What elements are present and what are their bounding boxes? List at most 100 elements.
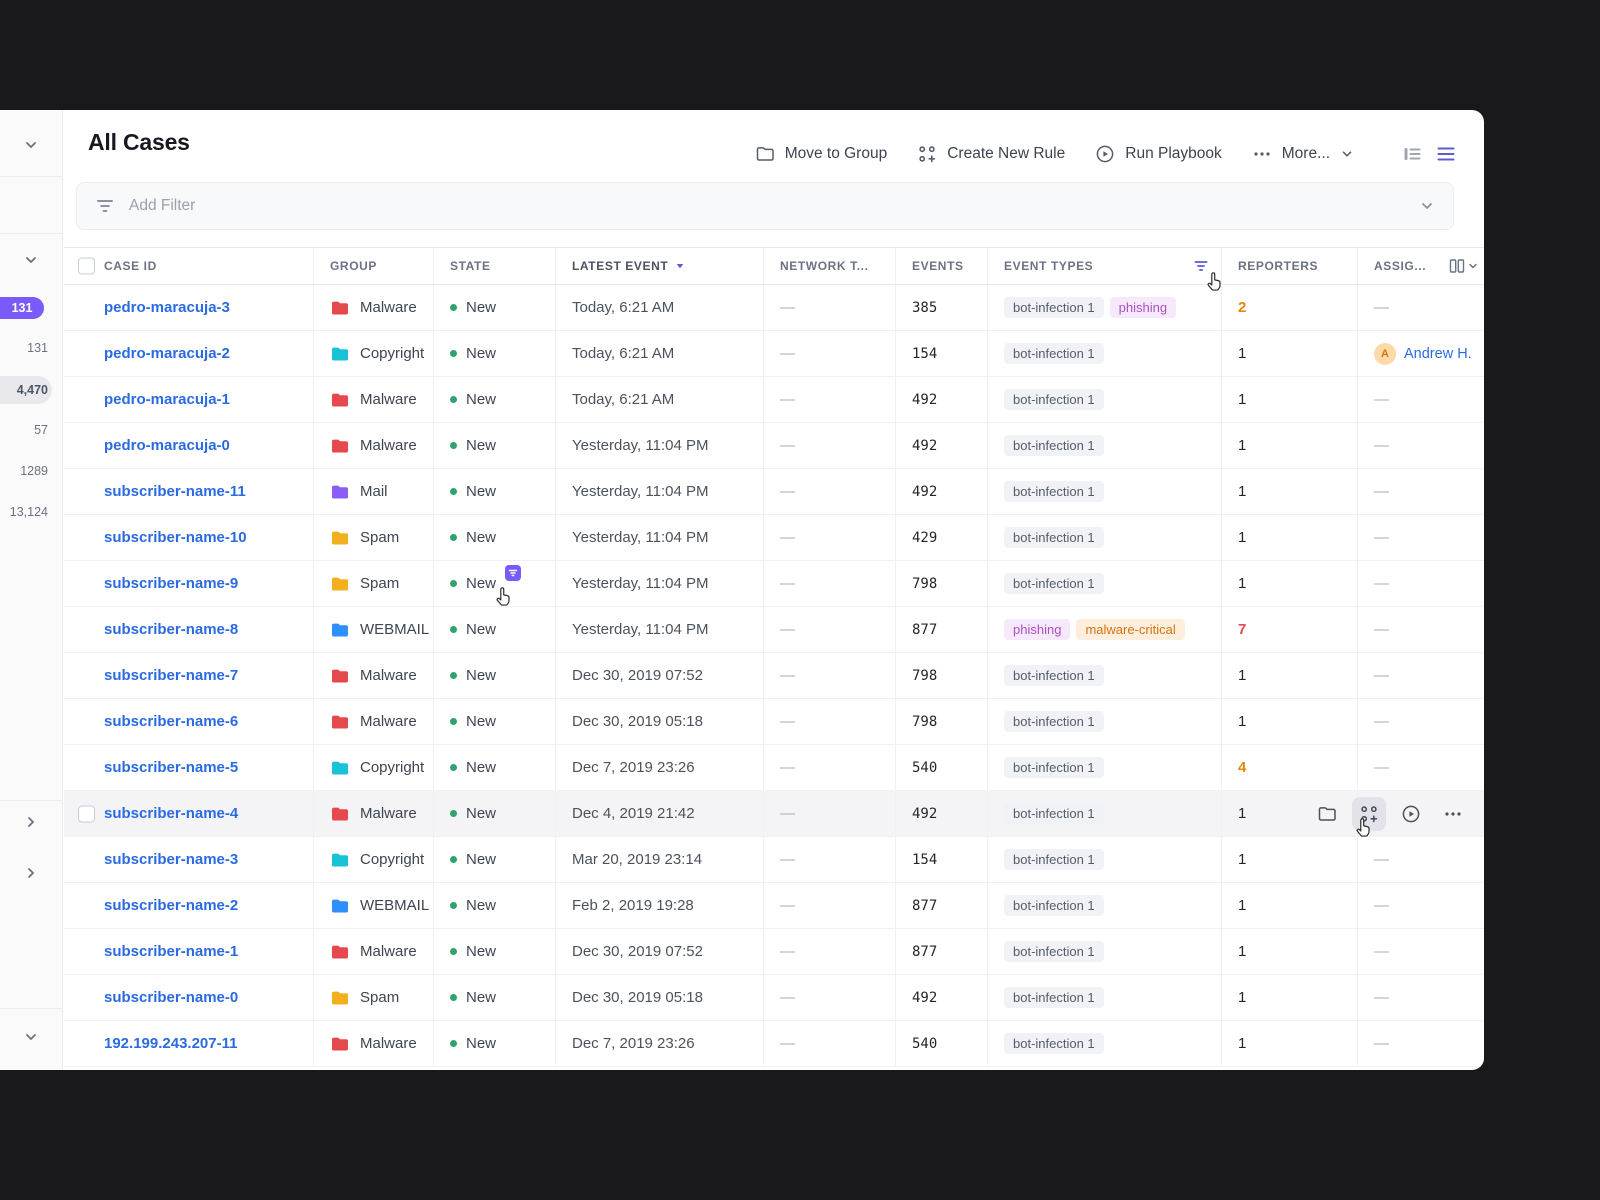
column-header-event-types[interactable]: EVENT TYPES xyxy=(988,248,1222,284)
state-dot xyxy=(450,856,457,863)
case-id-link[interactable]: pedro-maracuja-3 xyxy=(104,299,230,316)
table-row[interactable]: subscriber-name-9 Spam New Yesterday, 11… xyxy=(64,561,1484,607)
chevron-down-icon[interactable] xyxy=(23,137,39,153)
table-row[interactable]: pedro-maracuja-0 Malware New Yesterday, … xyxy=(64,423,1484,469)
sidebar-count[interactable]: 1289 xyxy=(20,464,48,478)
case-id-link[interactable]: subscriber-name-10 xyxy=(104,529,247,546)
case-id-link[interactable]: pedro-maracuja-1 xyxy=(104,391,230,408)
filter-placeholder: Add Filter xyxy=(129,197,196,214)
list-view-button[interactable] xyxy=(1436,144,1456,164)
state-label: New xyxy=(466,713,497,730)
filter-bar[interactable]: Add Filter xyxy=(76,182,1454,230)
table-row[interactable]: subscriber-name-2 WEBMAIL New Feb 2, 201… xyxy=(64,883,1484,929)
column-settings-icon[interactable] xyxy=(1448,257,1478,275)
state-dot xyxy=(450,626,457,633)
reporters-count: 1 xyxy=(1238,345,1247,362)
table-row[interactable]: pedro-maracuja-3 Malware New Today, 6:21… xyxy=(64,285,1484,331)
latest-event: Feb 2, 2019 19:28 xyxy=(572,897,694,914)
more-button[interactable]: More... xyxy=(1252,144,1354,164)
case-id-link[interactable]: subscriber-name-4 xyxy=(104,805,239,822)
case-id-link[interactable]: subscriber-name-5 xyxy=(104,759,239,776)
sidebar-count-badge[interactable]: 131 xyxy=(0,297,44,319)
event-type-chip: bot-infection 1 xyxy=(1004,1033,1104,1054)
network-type: — xyxy=(780,437,795,454)
events-count: 492 xyxy=(912,483,938,500)
table-row[interactable]: subscriber-name-7 Malware New Dec 30, 20… xyxy=(64,653,1484,699)
case-id-link[interactable]: pedro-maracuja-2 xyxy=(104,345,230,362)
table-row[interactable]: subscriber-name-6 Malware New Dec 30, 20… xyxy=(64,699,1484,745)
reporters-count: 1 xyxy=(1238,483,1247,500)
list-detail-view-button[interactable] xyxy=(1402,144,1422,164)
network-type: — xyxy=(780,897,795,914)
move-to-group-button[interactable]: Move to Group xyxy=(755,144,887,164)
case-id-link[interactable]: subscriber-name-1 xyxy=(104,943,239,960)
case-id-link[interactable]: subscriber-name-7 xyxy=(104,667,239,684)
more-label: More... xyxy=(1281,145,1330,162)
table-row[interactable]: subscriber-name-5 Copyright New Dec 7, 2… xyxy=(64,745,1484,791)
table-row[interactable]: subscriber-name-0 Spam New Dec 30, 2019 … xyxy=(64,975,1484,1021)
case-id-link[interactable]: 192.199.243.207-11 xyxy=(104,1035,238,1052)
case-id-link[interactable]: subscriber-name-9 xyxy=(104,575,239,592)
row-run-playbook-button[interactable] xyxy=(1394,797,1428,831)
sidebar-count[interactable]: 13,124 xyxy=(9,505,48,519)
table-row[interactable]: subscriber-name-11 Mail New Yesterday, 1… xyxy=(64,469,1484,515)
case-id-link[interactable]: subscriber-name-11 xyxy=(104,483,246,500)
table-row[interactable]: 192.199.243.207-11 Malware New Dec 7, 20… xyxy=(64,1021,1484,1067)
state-filter-badge[interactable] xyxy=(505,565,521,581)
table-row[interactable]: subscriber-name-4 Malware New Dec 4, 201… xyxy=(64,791,1484,837)
column-header-reporters[interactable]: REPORTERS xyxy=(1222,248,1358,284)
sidebar-divider xyxy=(0,176,62,177)
chevron-down-icon[interactable] xyxy=(1419,198,1435,214)
column-header-group[interactable]: GROUP xyxy=(314,248,434,284)
assignee-empty: — xyxy=(1374,713,1389,730)
table-row[interactable]: subscriber-name-8 WEBMAIL New Yesterday,… xyxy=(64,607,1484,653)
case-id-link[interactable]: subscriber-name-0 xyxy=(104,989,239,1006)
chevron-right-icon[interactable] xyxy=(23,865,39,881)
select-all-checkbox[interactable] xyxy=(78,257,95,275)
events-count: 798 xyxy=(912,575,938,592)
row-create-rule-button[interactable] xyxy=(1352,796,1386,831)
folder-icon xyxy=(332,393,348,406)
table-row[interactable]: pedro-maracuja-2 Copyright New Today, 6:… xyxy=(64,331,1484,377)
chevron-down-icon[interactable] xyxy=(23,252,39,268)
table-row[interactable]: pedro-maracuja-1 Malware New Today, 6:21… xyxy=(64,377,1484,423)
network-type: — xyxy=(780,943,795,960)
events-count: 877 xyxy=(912,897,938,914)
column-header-assignee[interactable]: ASSIG... xyxy=(1358,248,1484,284)
row-actions xyxy=(1304,796,1470,831)
chevron-down-icon[interactable] xyxy=(23,1029,39,1045)
case-id-link[interactable]: pedro-maracuja-0 xyxy=(104,437,230,454)
sidebar-count[interactable]: 131 xyxy=(27,341,48,355)
case-id-link[interactable]: subscriber-name-3 xyxy=(104,851,239,868)
row-move-to-group-button[interactable] xyxy=(1310,797,1344,831)
network-type: — xyxy=(780,529,795,546)
state-label: New xyxy=(466,1035,497,1052)
latest-event: Yesterday, 11:04 PM xyxy=(572,529,709,546)
sidebar-count[interactable]: 57 xyxy=(34,423,48,437)
assignee-empty: — xyxy=(1374,391,1389,408)
case-id-link[interactable]: subscriber-name-8 xyxy=(104,621,239,638)
chevron-right-icon[interactable] xyxy=(23,814,39,830)
table-row[interactable]: subscriber-name-3 Copyright New Mar 20, … xyxy=(64,837,1484,883)
row-more-button[interactable] xyxy=(1436,797,1470,831)
event-type-chip: bot-infection 1 xyxy=(1004,803,1104,824)
network-type: — xyxy=(780,299,795,316)
filter-icon[interactable] xyxy=(1193,258,1209,274)
column-header-state[interactable]: STATE xyxy=(434,248,556,284)
column-header-network-type[interactable]: NETWORK T... xyxy=(764,248,896,284)
ellipsis-icon xyxy=(1252,144,1272,164)
sidebar-count-selected[interactable]: 4,470 xyxy=(16,383,48,397)
column-header-events[interactable]: EVENTS xyxy=(896,248,988,284)
column-header-latest-event[interactable]: LATEST EVENT xyxy=(556,248,764,284)
folder-icon xyxy=(332,347,348,360)
event-type-chip: phishing xyxy=(1004,619,1071,640)
table-row[interactable]: subscriber-name-10 Spam New Yesterday, 1… xyxy=(64,515,1484,561)
case-id-link[interactable]: subscriber-name-6 xyxy=(104,713,239,730)
row-checkbox[interactable] xyxy=(78,805,95,822)
column-header-case-id[interactable]: CASE ID xyxy=(64,248,314,284)
assignee[interactable]: A Andrew H. xyxy=(1374,342,1472,365)
create-new-rule-button[interactable]: Create New Rule xyxy=(917,144,1065,164)
table-row[interactable]: subscriber-name-1 Malware New Dec 30, 20… xyxy=(64,929,1484,975)
case-id-link[interactable]: subscriber-name-2 xyxy=(104,897,239,914)
run-playbook-button[interactable]: Run Playbook xyxy=(1095,144,1222,164)
